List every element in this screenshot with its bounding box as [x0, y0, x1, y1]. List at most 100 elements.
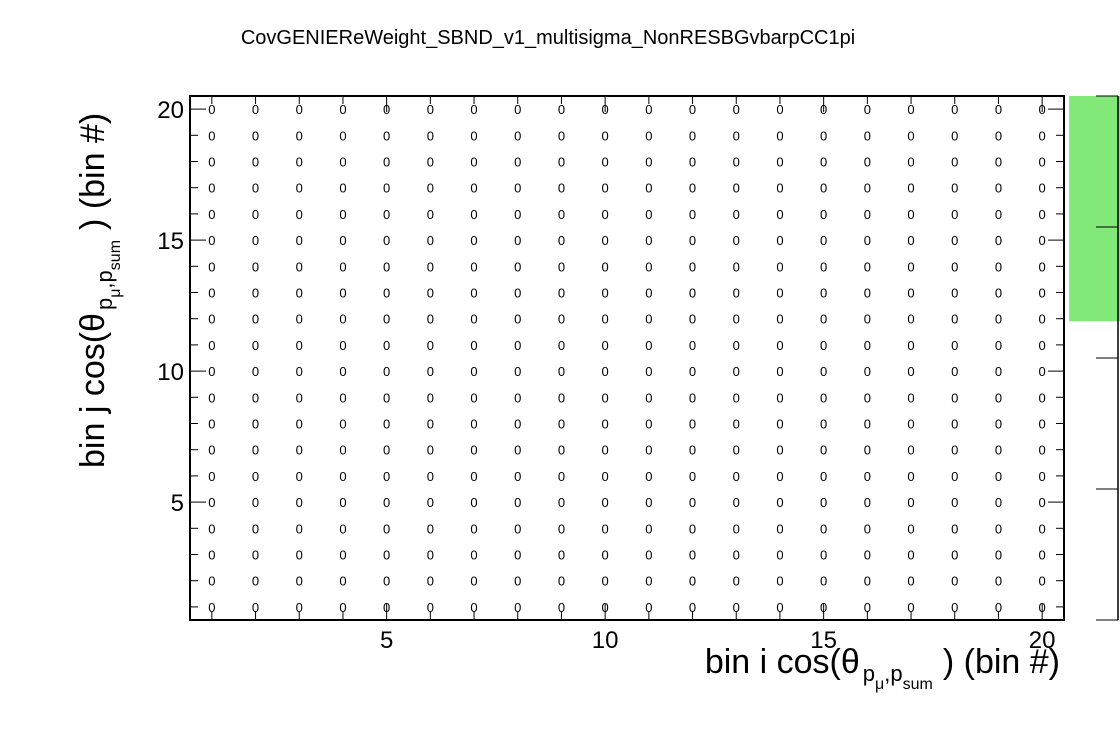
cell-value: 0 [689, 102, 696, 117]
cell-value: 0 [514, 312, 521, 327]
cell-value: 0 [733, 417, 740, 432]
cell-value: 0 [208, 390, 215, 405]
cell-value: 0 [470, 207, 477, 222]
cell-value: 0 [296, 128, 303, 143]
cell-value: 0 [514, 338, 521, 353]
cell-value: 0 [383, 364, 390, 379]
x-tick-label: 15 [810, 627, 837, 654]
cell-value: 0 [470, 364, 477, 379]
cell-value: 0 [689, 312, 696, 327]
cell-value: 0 [951, 233, 958, 248]
cell-value: 0 [689, 128, 696, 143]
cell-value: 0 [907, 207, 914, 222]
cell-value: 0 [470, 155, 477, 170]
cell-value: 0 [514, 128, 521, 143]
cell-value: 0 [558, 155, 565, 170]
cell-value: 0 [645, 286, 652, 301]
cell-value: 0 [776, 102, 783, 117]
cell-value: 0 [558, 574, 565, 589]
cell-value: 0 [907, 312, 914, 327]
cell-value: 0 [776, 259, 783, 274]
cell-value: 0 [776, 207, 783, 222]
cell-value: 0 [820, 443, 827, 458]
cell-value: 0 [733, 286, 740, 301]
cell-value: 0 [1039, 521, 1046, 536]
cell-value: 0 [296, 155, 303, 170]
cell-value: 0 [296, 286, 303, 301]
cell-value: 0 [907, 443, 914, 458]
cell-value: 0 [252, 495, 259, 510]
cell-value: 0 [907, 495, 914, 510]
cell-value: 0 [558, 469, 565, 484]
cell-value: 0 [1039, 312, 1046, 327]
cell-value: 0 [558, 521, 565, 536]
cell-value: 0 [776, 548, 783, 563]
cell-value: 0 [427, 233, 434, 248]
cell-value: 0 [383, 207, 390, 222]
cell-value: 0 [689, 574, 696, 589]
cell-value: 0 [995, 233, 1002, 248]
cell-value: 0 [1039, 259, 1046, 274]
cell-value: 0 [296, 390, 303, 405]
cell-value: 0 [427, 102, 434, 117]
cell-value: 0 [864, 417, 871, 432]
cell-value: 0 [383, 286, 390, 301]
cell-value: 0 [252, 390, 259, 405]
cell-value: 0 [645, 364, 652, 379]
cell-value: 0 [470, 338, 477, 353]
cell-value: 0 [645, 312, 652, 327]
cell-value: 0 [951, 574, 958, 589]
cell-value: 0 [864, 338, 871, 353]
cell-value: 0 [776, 286, 783, 301]
cell-value: 0 [514, 443, 521, 458]
cell-value: 0 [427, 128, 434, 143]
cell-value: 0 [776, 495, 783, 510]
cell-value: 0 [339, 207, 346, 222]
cell-value: 0 [339, 495, 346, 510]
cell-value: 0 [427, 286, 434, 301]
x-tick-label: 5 [380, 627, 393, 654]
cell-value: 0 [383, 521, 390, 536]
cell-value: 0 [602, 207, 609, 222]
cell-value: 0 [208, 495, 215, 510]
cell-value: 0 [208, 259, 215, 274]
cell-value: 0 [558, 286, 565, 301]
cell-value: 0 [1039, 390, 1046, 405]
cell-value: 0 [252, 233, 259, 248]
cell-value: 0 [951, 417, 958, 432]
cell-value: 0 [339, 548, 346, 563]
cell-value: 0 [427, 574, 434, 589]
cell-value: 0 [951, 364, 958, 379]
cell-value: 0 [296, 207, 303, 222]
cell-value: 0 [558, 495, 565, 510]
cell-value: 0 [864, 364, 871, 379]
cell-value: 0 [427, 338, 434, 353]
cell-value: 0 [820, 286, 827, 301]
cell-value: 0 [820, 364, 827, 379]
cell-value: 0 [733, 233, 740, 248]
cell-value: 0 [1039, 128, 1046, 143]
cell-value: 0 [733, 102, 740, 117]
cell-value: 0 [296, 521, 303, 536]
cell-value: 0 [864, 259, 871, 274]
cell-value: 0 [776, 521, 783, 536]
cell-value: 0 [951, 390, 958, 405]
cell-value: 0 [689, 390, 696, 405]
cell-value: 0 [383, 338, 390, 353]
cell-value: 0 [339, 574, 346, 589]
cell-value: 0 [427, 207, 434, 222]
cell-value: 0 [296, 181, 303, 196]
cell-value: 0 [296, 233, 303, 248]
cell-value: 0 [208, 155, 215, 170]
cell-value: 0 [514, 469, 521, 484]
cell-value: 0 [252, 469, 259, 484]
cell-value: 0 [864, 390, 871, 405]
cell-value: 0 [427, 364, 434, 379]
cell-value: 0 [339, 417, 346, 432]
cell-value: 0 [689, 207, 696, 222]
cell-value: 0 [820, 259, 827, 274]
cell-value: 0 [252, 286, 259, 301]
cell-value: 0 [820, 128, 827, 143]
cell-value: 0 [470, 286, 477, 301]
cell-value: 0 [689, 548, 696, 563]
